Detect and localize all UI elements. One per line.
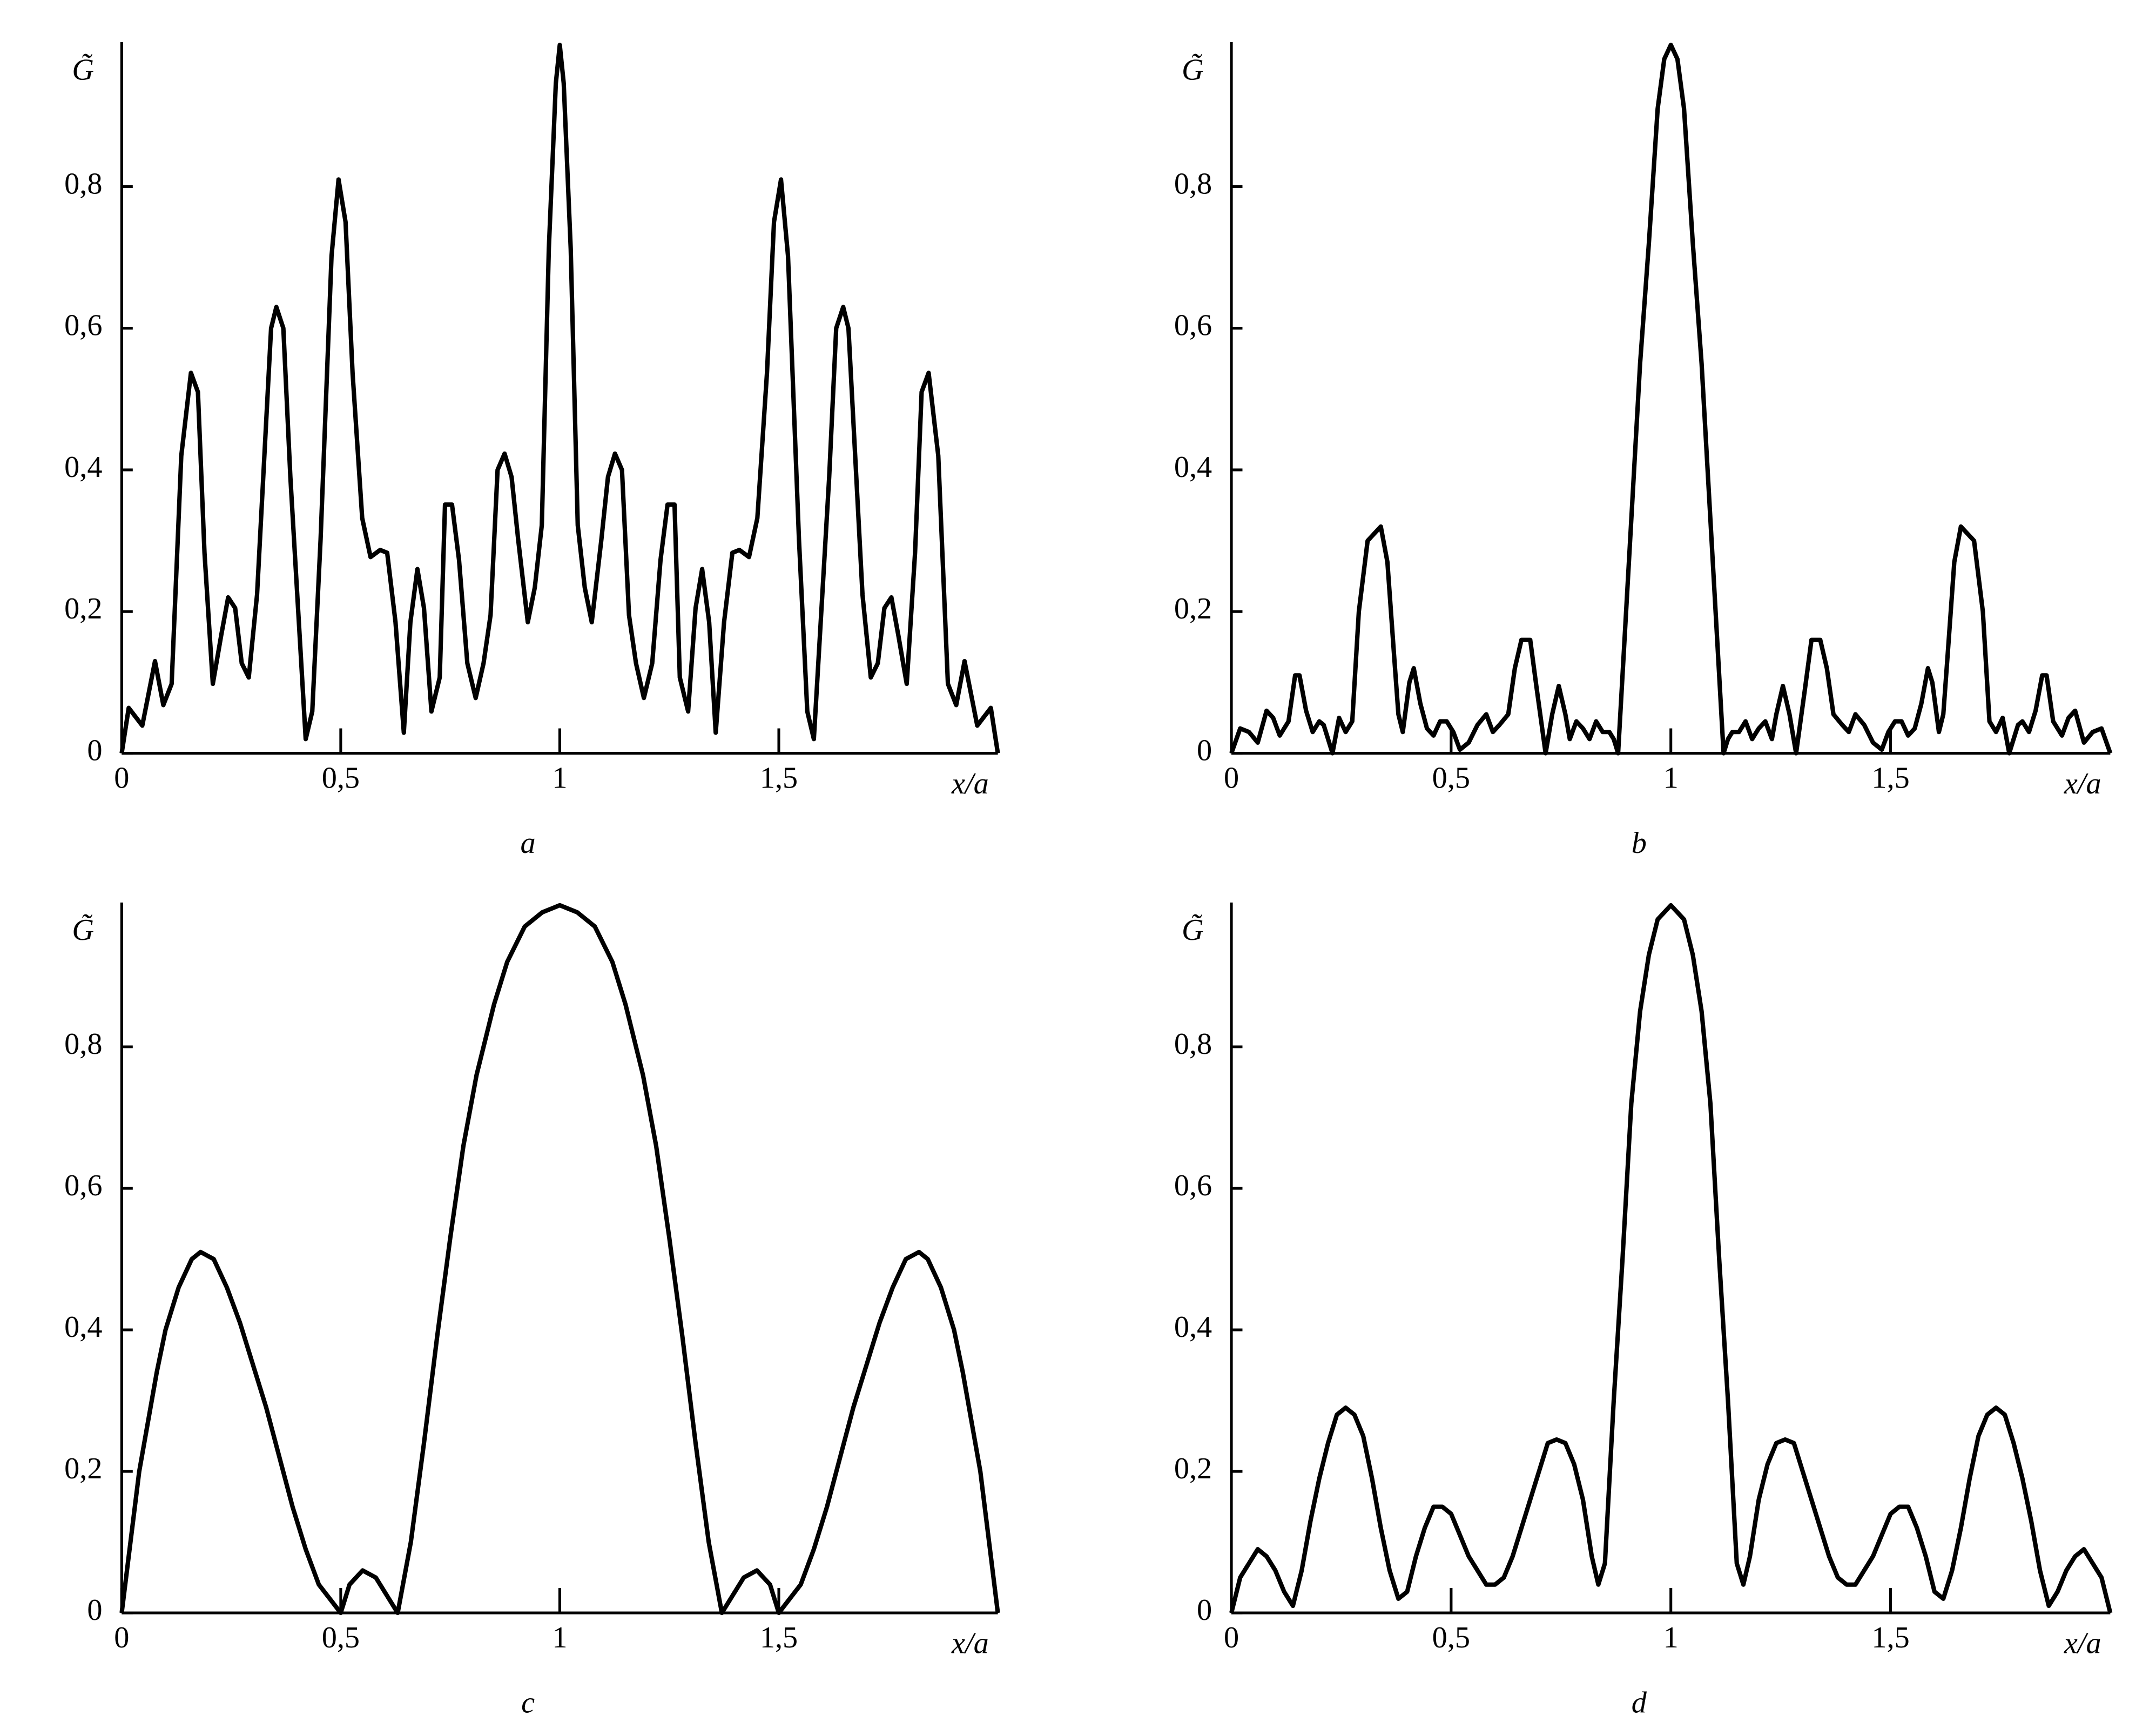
panel-label: d xyxy=(1632,1686,1647,1719)
data-line xyxy=(1229,903,2113,1614)
x-tick-label: 1,5 xyxy=(760,762,798,795)
data-line xyxy=(1229,43,2113,756)
y-tick-label: 0,4 xyxy=(1174,1310,1212,1344)
y-tick-label: 0,8 xyxy=(64,1027,102,1061)
y-tick-label: 0,6 xyxy=(1174,1169,1212,1202)
y-tick-label: 0,4 xyxy=(64,1310,102,1344)
x-tick-label: 1,5 xyxy=(1871,762,1909,795)
panel-label: c xyxy=(521,1686,535,1719)
y-tick-label: 0,2 xyxy=(64,1452,102,1485)
y-tick-label: 0,2 xyxy=(1174,1452,1212,1485)
x-axis-label: x/a xyxy=(2064,767,2101,800)
x-tick-label: 0,5 xyxy=(322,762,360,795)
y-tick-label: 0,8 xyxy=(64,167,102,200)
y-tick-label: 0,8 xyxy=(1174,167,1212,200)
x-tick-label: 0 xyxy=(1224,762,1239,795)
x-tick-label: 0,5 xyxy=(1432,1621,1470,1654)
y-tick-label: 0,4 xyxy=(1174,450,1212,484)
x-tick-label: 1,5 xyxy=(1871,1621,1909,1654)
y-axis-label: G̃ xyxy=(1182,53,1204,86)
y-tick-label: 0,6 xyxy=(1174,309,1212,342)
y-axis-label: G̃ xyxy=(1182,913,1204,947)
x-axis-label: x/a xyxy=(2064,1626,2101,1660)
x-tick-label: 1 xyxy=(552,1621,567,1654)
x-tick-label: 0,5 xyxy=(322,1621,360,1654)
panel-label: a xyxy=(521,826,536,860)
x-axis-label: x/a xyxy=(951,767,989,800)
x-tick-label: 1 xyxy=(1663,762,1679,795)
y-tick-label: 0,6 xyxy=(64,1169,102,1202)
y-tick-label: 0 xyxy=(1197,734,1212,767)
y-tick-label: 0,2 xyxy=(1174,592,1212,625)
y-axis-label: G̃ xyxy=(72,53,94,86)
y-tick-label: 0 xyxy=(87,734,102,767)
x-tick-label: 0 xyxy=(1224,1621,1239,1654)
y-axis-label: G̃ xyxy=(72,913,94,947)
x-tick-label: 1 xyxy=(552,762,567,795)
x-tick-label: 1,5 xyxy=(760,1621,798,1654)
y-tick-label: 0,8 xyxy=(1174,1027,1212,1061)
x-tick-label: 1 xyxy=(1663,1621,1679,1654)
y-tick-label: 0 xyxy=(1197,1593,1212,1627)
panel-label: b xyxy=(1632,826,1647,860)
y-tick-label: 0,6 xyxy=(64,309,102,342)
data-line xyxy=(119,43,1000,754)
x-tick-label: 0 xyxy=(114,1621,129,1654)
y-tick-label: 0 xyxy=(87,1593,102,1627)
x-tick-label: 0 xyxy=(114,762,129,795)
y-tick-label: 0,2 xyxy=(64,592,102,625)
y-tick-label: 0,4 xyxy=(64,450,102,484)
x-tick-label: 0,5 xyxy=(1432,762,1470,795)
data-line xyxy=(119,903,1000,1616)
x-axis-label: x/a xyxy=(951,1626,989,1660)
